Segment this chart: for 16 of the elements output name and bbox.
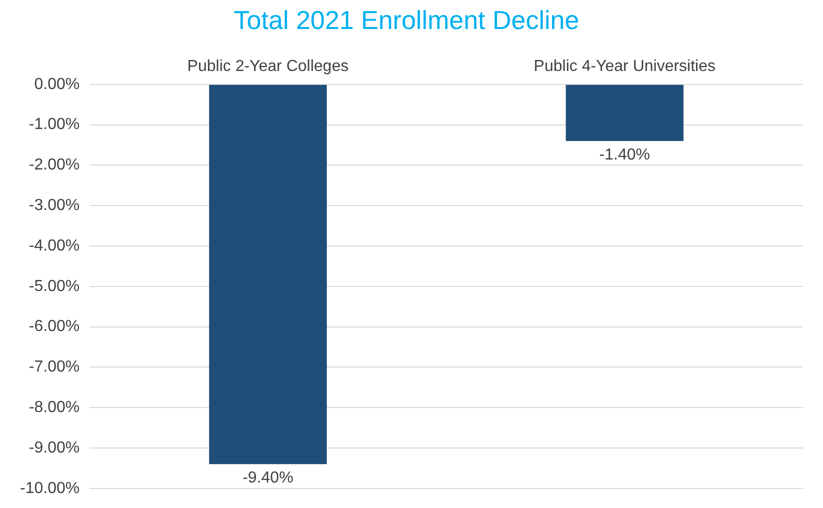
y-tick-label: -7.00% [28, 358, 80, 376]
data-label: -9.40% [242, 470, 294, 487]
y-tick-label: -8.00% [28, 399, 80, 416]
y-tick-label: -6.00% [28, 318, 80, 336]
x-tick-label: Public 4-Year Universities [534, 58, 716, 76]
y-tick-label: -1.00% [28, 116, 80, 134]
y-tick-label: -3.00% [28, 197, 80, 214]
y-tick-label: 0.00% [34, 76, 80, 93]
y-tick-label: -9.00% [28, 439, 80, 456]
y-tick-label: -4.00% [28, 237, 80, 254]
data-label: -1.40% [599, 146, 650, 164]
chart-title: Total 2021 Enrollment Decline [234, 4, 580, 35]
y-tick-label: -5.00% [28, 278, 80, 295]
x-tick-label: Public 2-Year Colleges [187, 58, 349, 76]
y-tick-label: -2.00% [28, 156, 80, 174]
y-tick-label: -10.00% [20, 480, 80, 497]
